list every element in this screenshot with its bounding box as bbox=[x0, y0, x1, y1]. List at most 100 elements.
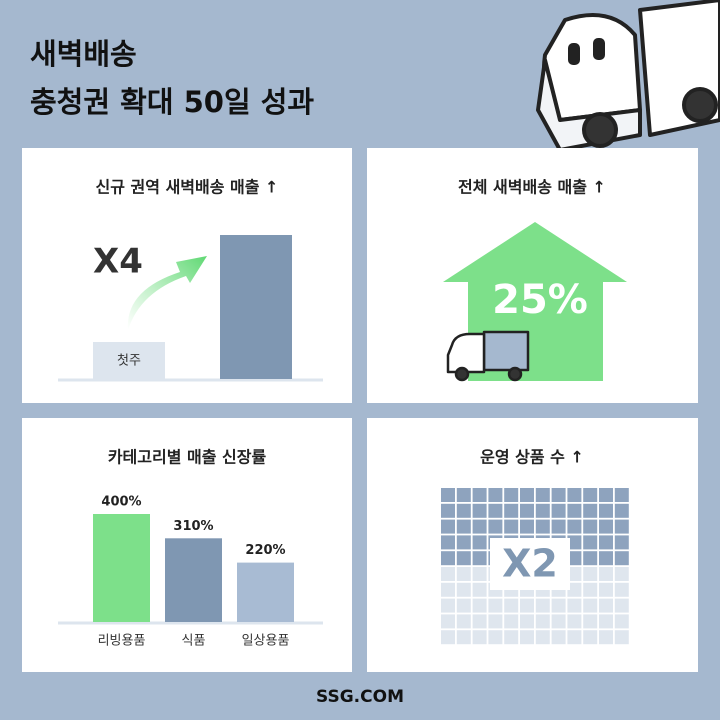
grid-cell bbox=[614, 614, 629, 629]
title-line: 충청권 확대 50일 성과 bbox=[30, 85, 314, 119]
grid-cell bbox=[535, 598, 550, 613]
grid-cell bbox=[583, 630, 598, 645]
category-label: 리빙용품 bbox=[98, 634, 146, 649]
grid-cell bbox=[614, 503, 629, 518]
grid-cell bbox=[583, 582, 598, 597]
grid-cell bbox=[456, 519, 471, 534]
grid-cell bbox=[504, 630, 519, 645]
grid-cell bbox=[599, 503, 613, 518]
grid-cell bbox=[614, 567, 629, 581]
grid-cell bbox=[614, 519, 629, 534]
grid-cell bbox=[599, 567, 613, 581]
grid-cell bbox=[472, 598, 487, 613]
grid-cell bbox=[472, 488, 487, 502]
value-label: 400% bbox=[101, 495, 141, 510]
grid-cell bbox=[599, 582, 613, 597]
bar-chart: 400% 리빙용품 310% 식품 220% 일상용품 bbox=[93, 495, 294, 649]
grid-cell bbox=[472, 614, 487, 629]
grid-cell bbox=[614, 551, 629, 566]
grid-cell bbox=[488, 488, 503, 502]
grid-cell bbox=[567, 519, 582, 534]
multiplier: X2 bbox=[502, 542, 558, 586]
category-label: 식품 bbox=[182, 634, 206, 649]
grid-cell bbox=[567, 567, 582, 581]
bar bbox=[165, 538, 222, 622]
footer: SSG.COM bbox=[316, 687, 404, 707]
grid-cell bbox=[614, 582, 629, 597]
grid-cell bbox=[520, 598, 534, 613]
grid-cell bbox=[614, 630, 629, 645]
value-label: 310% bbox=[173, 519, 213, 534]
grid-cell bbox=[441, 598, 455, 613]
grid-cell bbox=[599, 488, 613, 502]
grid-cell bbox=[488, 614, 503, 629]
grid-cell bbox=[583, 567, 598, 581]
grid-cell bbox=[551, 614, 566, 629]
panel-title: 카테고리별 매출 신장률 bbox=[108, 448, 267, 467]
panel-title: 전체 새벽배송 매출 ↑ bbox=[458, 178, 606, 197]
bar bbox=[93, 342, 165, 379]
grid-cell bbox=[551, 630, 566, 645]
grid-cell bbox=[441, 535, 455, 550]
grid-cell bbox=[504, 598, 519, 613]
grid-cell bbox=[567, 535, 582, 550]
grid-cell bbox=[567, 551, 582, 566]
label-box bbox=[490, 538, 570, 590]
grid-cell bbox=[472, 567, 487, 581]
grid-cell bbox=[614, 535, 629, 550]
grid-cell bbox=[488, 503, 503, 518]
bar bbox=[237, 562, 294, 622]
grid-cell bbox=[567, 488, 582, 502]
grid-cell bbox=[614, 488, 629, 502]
grid-cell bbox=[520, 614, 534, 629]
grid-cell bbox=[504, 519, 519, 534]
bar bbox=[93, 514, 150, 622]
grid-cell bbox=[472, 582, 487, 597]
grid-cell bbox=[551, 488, 566, 502]
grid-cell bbox=[614, 598, 629, 613]
grid-cell bbox=[535, 488, 550, 502]
grid-cell bbox=[441, 567, 455, 581]
grid-cell bbox=[456, 551, 471, 566]
growth-value: 25% bbox=[492, 277, 588, 323]
grid-cell bbox=[583, 551, 598, 566]
grid-cell bbox=[456, 535, 471, 550]
grid-cell bbox=[535, 519, 550, 534]
panel-title: 신규 권역 새벽배송 매출 ↑ bbox=[96, 178, 279, 197]
grid-cell bbox=[567, 582, 582, 597]
grid-cell bbox=[551, 519, 566, 534]
grid-cell bbox=[441, 630, 455, 645]
grid-cell bbox=[567, 503, 582, 518]
grid-cell bbox=[551, 598, 566, 613]
truck-illustration bbox=[536, 0, 720, 152]
title-line: 새벽배송 bbox=[30, 37, 137, 71]
grid-cell bbox=[567, 630, 582, 645]
growth-arrow bbox=[127, 256, 207, 330]
grid-cell bbox=[520, 503, 534, 518]
grid-cell bbox=[504, 503, 519, 518]
truck-icon bbox=[446, 330, 530, 382]
grid-cell bbox=[441, 582, 455, 597]
grid-cell bbox=[456, 582, 471, 597]
grid-cell bbox=[583, 503, 598, 518]
grid-cell bbox=[583, 614, 598, 629]
grid-cell bbox=[456, 488, 471, 502]
grid-cell bbox=[441, 551, 455, 566]
value-label: 220% bbox=[245, 543, 285, 558]
grid-cell bbox=[456, 567, 471, 581]
bar bbox=[220, 235, 292, 379]
grid-cell bbox=[599, 614, 613, 629]
grid-cell bbox=[599, 535, 613, 550]
grid-cell bbox=[583, 598, 598, 613]
grid-cell bbox=[472, 503, 487, 518]
grid-cell bbox=[535, 503, 550, 518]
panel-title: 운영 상품 수 ↑ bbox=[480, 448, 584, 467]
grid-cell bbox=[472, 535, 487, 550]
grid-cell bbox=[488, 519, 503, 534]
grid-cell bbox=[456, 630, 471, 645]
grid-cell bbox=[472, 551, 487, 566]
category-label: 일상용품 bbox=[242, 634, 290, 649]
grid-cell bbox=[599, 519, 613, 534]
grid-cell bbox=[488, 598, 503, 613]
grid-cell bbox=[456, 614, 471, 629]
